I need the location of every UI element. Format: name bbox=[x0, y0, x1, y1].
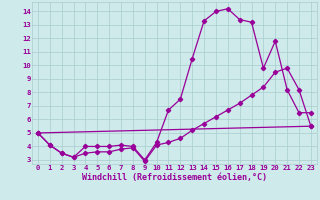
X-axis label: Windchill (Refroidissement éolien,°C): Windchill (Refroidissement éolien,°C) bbox=[82, 173, 267, 182]
